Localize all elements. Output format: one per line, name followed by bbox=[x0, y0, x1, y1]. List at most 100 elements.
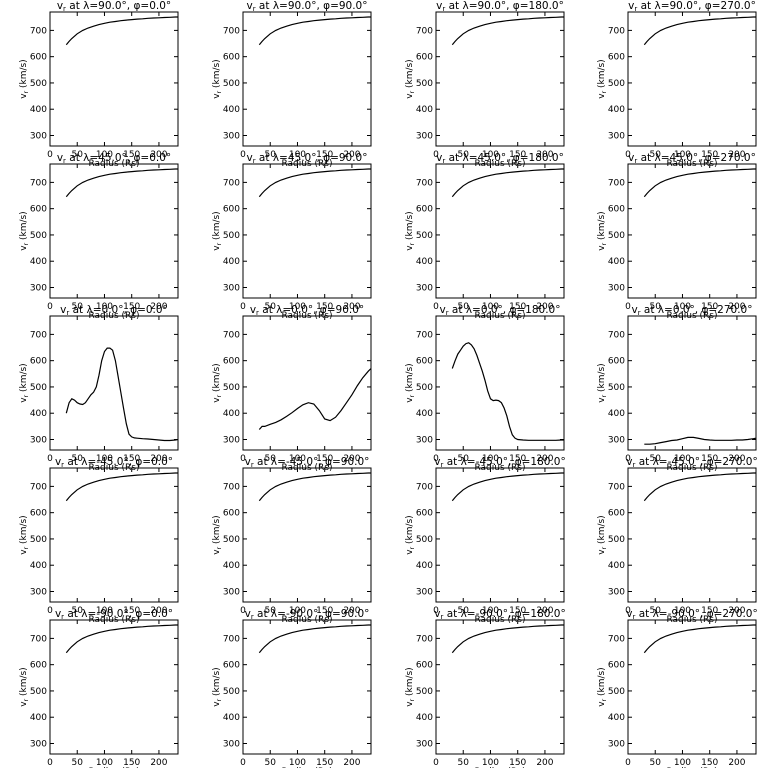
velocity-line bbox=[258, 472, 371, 502]
y-axis-label: vr (km/s) bbox=[19, 667, 30, 706]
y-tick-label: 300 bbox=[608, 739, 625, 749]
panel-1-1: vr at λ=90.0°, φ=0.0° 0 50 100 150 200 300 400 5… bbox=[19, 0, 179, 169]
panel-4-2: vr at λ=-45.0°, φ=90.0°0 50 100 150 20030040… bbox=[212, 456, 372, 625]
y-tick-label: 700 bbox=[608, 26, 625, 36]
velocity-line bbox=[451, 16, 564, 46]
panel-5-1: vr at λ=-90.0°, φ=0.0°0 50 100 150 200300400… bbox=[19, 608, 179, 768]
x-tick-label: 0 bbox=[240, 302, 246, 312]
panel-title: vr at λ=45.0°, φ=90.0° bbox=[246, 152, 367, 165]
y-tick-label: 700 bbox=[608, 634, 625, 644]
x-tick-label: 100 bbox=[96, 150, 113, 160]
x-tick-label: 50 bbox=[458, 758, 470, 768]
y-tick-label: 300 bbox=[223, 739, 240, 749]
y-tick-label: 700 bbox=[30, 482, 47, 492]
plot-frame bbox=[49, 163, 179, 299]
y-tick-label: 400 bbox=[416, 105, 433, 115]
x-tick-label: 200 bbox=[343, 454, 360, 464]
x-tick-label: 150 bbox=[509, 302, 526, 312]
velocity-line bbox=[258, 168, 371, 198]
x-tick-label: 100 bbox=[674, 454, 691, 464]
y-tick-label: 500 bbox=[416, 535, 433, 545]
velocity-line bbox=[65, 168, 178, 198]
y-tick-label: 700 bbox=[30, 330, 47, 340]
panel-3-3: vr at λ=0.0°, φ=180.0°0 50 100 150 200300400… bbox=[405, 304, 565, 473]
y-tick-label: 300 bbox=[416, 435, 433, 445]
y-tick-label: 700 bbox=[30, 26, 47, 36]
panel-5-3: vr at λ=-90.0°, φ=180.0°0 50 100 150 2003004… bbox=[405, 608, 566, 768]
x-tick-label: 100 bbox=[289, 758, 306, 768]
x-tick-label: 100 bbox=[289, 606, 306, 616]
x-tick-label: 150 bbox=[509, 454, 526, 464]
x-tick-label: 200 bbox=[150, 758, 167, 768]
panel-3-2: vr at λ=0.0°, φ=90.0° 0 50 100 150 200 300 400 5… bbox=[212, 304, 372, 473]
velocity-line bbox=[451, 624, 564, 654]
x-tick-label: 200 bbox=[343, 606, 360, 616]
y-tick-label: 400 bbox=[30, 409, 47, 419]
y-tick-label: 600 bbox=[223, 53, 240, 63]
y-tick-label: 700 bbox=[608, 482, 625, 492]
panel-title: vr at λ=90.0°, φ=270.0° bbox=[628, 0, 756, 13]
x-tick-label: 0 bbox=[433, 606, 439, 616]
y-axis-label: vr (km/s) bbox=[597, 59, 608, 98]
x-tick-label: 50 bbox=[72, 302, 84, 312]
x-tick-label: 0 bbox=[433, 302, 439, 312]
panel-4-1: vr at λ=-45.0°, φ=0.0°0 50 100 150 200300400… bbox=[19, 456, 179, 625]
y-axis-label: vr (km/s) bbox=[405, 515, 416, 554]
velocity-line bbox=[643, 472, 756, 502]
y-axis-label: vr (km/s) bbox=[212, 515, 223, 554]
plot-frame bbox=[242, 619, 372, 755]
y-tick-label: 300 bbox=[223, 435, 240, 445]
x-tick-label: 100 bbox=[96, 606, 113, 616]
x-tick-label: 150 bbox=[509, 606, 526, 616]
y-tick-label: 500 bbox=[608, 383, 625, 393]
panel-5-4: vr at λ=-90.0°, φ=270.0°0 50 100 150 2003004… bbox=[597, 608, 758, 768]
y-axis-label: vr (km/s) bbox=[212, 211, 223, 250]
velocity-line bbox=[258, 624, 371, 654]
y-tick-label: 700 bbox=[223, 330, 240, 340]
y-tick-label: 600 bbox=[30, 53, 47, 63]
x-tick-label: 0 bbox=[47, 758, 53, 768]
x-tick-label: 100 bbox=[96, 454, 113, 464]
x-tick-label: 150 bbox=[123, 758, 140, 768]
y-axis-label: vr (km/s) bbox=[405, 211, 416, 250]
panel-title: vr at λ=90.0°, φ=180.0° bbox=[436, 0, 564, 13]
x-tick-label: 50 bbox=[72, 150, 84, 160]
x-tick-label: 200 bbox=[150, 606, 167, 616]
y-tick-label: 300 bbox=[30, 739, 47, 749]
velocity-line bbox=[644, 436, 757, 445]
panel-title: vr at λ=45.0°, φ=0.0° bbox=[57, 152, 171, 165]
panel-title: vr at λ=-90.0°, φ=90.0° bbox=[245, 608, 370, 621]
velocity-line bbox=[65, 624, 178, 654]
panel-1-2: vr at λ=90.0°, φ=90.0° 0 50 100 150 200 300 400… bbox=[212, 0, 372, 169]
panel-1-4: vr at λ=90.0°, φ=270.0° 0 50 100 150 200 300 40… bbox=[597, 0, 757, 169]
y-tick-label: 500 bbox=[608, 231, 625, 241]
x-tick-label: 100 bbox=[674, 606, 691, 616]
plot-frame bbox=[49, 619, 179, 755]
y-tick-label: 400 bbox=[416, 409, 433, 419]
panel-4-3: vr at λ=-45.0°, φ=180.0°0 50 100 150 2003004… bbox=[405, 456, 566, 625]
y-axis-label: vr (km/s) bbox=[405, 363, 416, 402]
y-tick-label: 400 bbox=[608, 257, 625, 267]
panel-3-4: vr at λ=0.0°, φ=270.0°0 50 100 150 200300400… bbox=[597, 304, 757, 473]
y-tick-label: 400 bbox=[608, 561, 625, 571]
x-tick-label: 50 bbox=[458, 150, 470, 160]
y-tick-label: 300 bbox=[416, 131, 433, 141]
velocity-line bbox=[451, 472, 564, 502]
x-tick-label: 100 bbox=[674, 302, 691, 312]
x-tick-label: 0 bbox=[47, 150, 53, 160]
panel-1-3: vr at λ=90.0°, φ=180.0° 0 50 100 150 200 300 40… bbox=[405, 0, 565, 169]
plot-frame bbox=[242, 11, 372, 147]
x-tick-label: 50 bbox=[265, 606, 277, 616]
panel-3-1: vr at λ=0.0°, φ=0.0° 0 50 100 150 200 300 400 50… bbox=[19, 304, 179, 473]
plot-frame bbox=[435, 315, 565, 451]
y-tick-label: 300 bbox=[608, 435, 625, 445]
y-tick-label: 300 bbox=[30, 435, 47, 445]
y-axis-label: vr (km/s) bbox=[597, 211, 608, 250]
x-tick-label: 150 bbox=[509, 758, 526, 768]
panel-title: vr at λ=-45.0°, φ=0.0° bbox=[55, 456, 173, 469]
y-tick-label: 500 bbox=[223, 79, 240, 89]
x-tick-label: 100 bbox=[289, 302, 306, 312]
y-tick-label: 500 bbox=[416, 79, 433, 89]
y-tick-label: 400 bbox=[223, 409, 240, 419]
y-tick-label: 500 bbox=[416, 383, 433, 393]
